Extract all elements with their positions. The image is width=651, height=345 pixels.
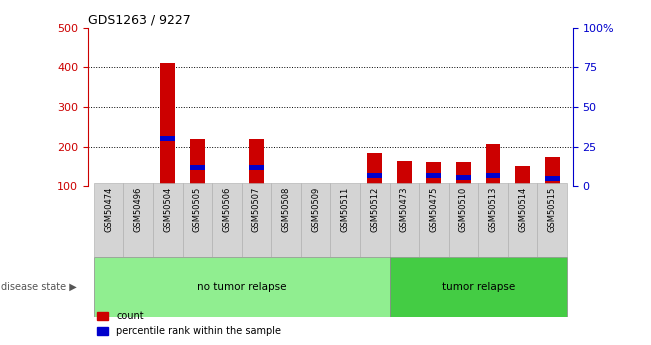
Bar [486,173,501,178]
Bar [508,183,537,257]
Bar [397,160,411,186]
Text: GSM50509: GSM50509 [311,187,320,232]
Bar [389,257,567,317]
Bar [367,173,382,178]
Bar [537,183,567,257]
Bar [426,173,441,178]
Bar [182,183,212,257]
Bar [545,176,560,181]
Bar [160,63,175,186]
Bar [212,183,242,257]
Bar [190,165,204,170]
Bar [486,144,501,186]
Bar [515,166,530,186]
Bar [419,183,449,257]
Bar [456,175,471,180]
Text: GSM50473: GSM50473 [400,187,409,232]
Text: GSM50496: GSM50496 [133,187,143,232]
Text: GSM50511: GSM50511 [340,187,350,232]
Bar [426,162,441,186]
Bar [242,183,271,257]
Bar [367,154,382,186]
Text: no tumor relapse: no tumor relapse [197,282,286,292]
Text: disease state ▶: disease state ▶ [1,282,77,292]
Bar [249,139,264,186]
Bar [389,183,419,257]
Text: tumor relapse: tumor relapse [441,282,515,292]
Text: GSM50506: GSM50506 [223,187,231,232]
Bar [190,139,204,186]
Bar [449,183,478,257]
Bar [94,257,389,317]
Bar [124,183,153,257]
Text: GSM50474: GSM50474 [104,187,113,232]
Bar [271,183,301,257]
Bar [360,183,389,257]
Text: GSM50510: GSM50510 [459,187,468,232]
Text: GDS1263 / 9227: GDS1263 / 9227 [88,13,191,27]
Bar [331,183,360,257]
Text: GSM50515: GSM50515 [547,187,557,232]
Bar [249,165,264,170]
Bar [160,136,175,141]
Text: GSM50505: GSM50505 [193,187,202,232]
Text: GSM50507: GSM50507 [252,187,261,232]
Text: GSM50508: GSM50508 [281,187,290,232]
Text: GSM50514: GSM50514 [518,187,527,232]
Bar [478,183,508,257]
Bar [545,157,560,186]
Bar [94,183,124,257]
Legend: count, percentile rank within the sample: count, percentile rank within the sample [92,307,285,340]
Text: GSM50475: GSM50475 [430,187,438,232]
Text: GSM50513: GSM50513 [488,187,497,232]
Bar [301,183,330,257]
Bar [153,183,182,257]
Text: GSM50512: GSM50512 [370,187,380,232]
Text: GSM50504: GSM50504 [163,187,173,232]
Bar [456,162,471,186]
